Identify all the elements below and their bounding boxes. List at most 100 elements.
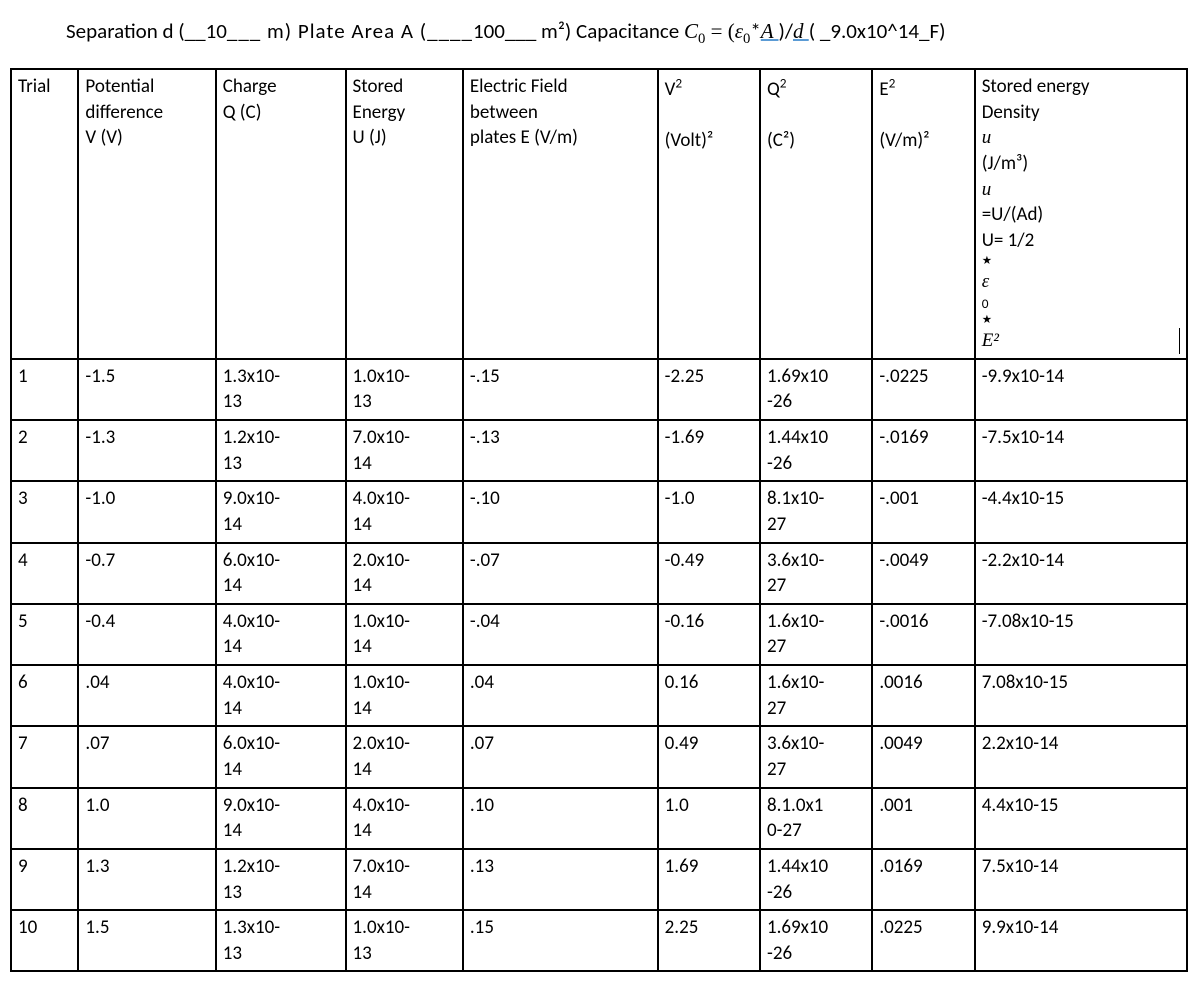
cell-e2: .001: [872, 788, 974, 849]
cell-e: -.07: [463, 543, 658, 604]
cell-v: -0.4: [78, 604, 215, 665]
col-u-l3: U (J): [353, 126, 387, 149]
col-efield: Electric Field between plates E (V/m): [463, 69, 658, 358]
table-row: 3-1.09.0x10-144.0x10-14-.10-1.08.1x10-27…: [11, 481, 1187, 542]
cell-v: -1.3: [78, 420, 215, 481]
cell-q: 4.0x10-14: [216, 604, 346, 665]
area-value: 100: [473, 18, 505, 44]
area-label-post: ___ m²) Capacitance: [505, 18, 684, 44]
cell-q2: 3.6x10-27: [760, 543, 872, 604]
cell-e: .13: [463, 849, 658, 910]
cell-dens: 9.9x10-14: [975, 910, 1187, 971]
cell-q2: 8.1.0x10-27: [760, 788, 872, 849]
cell-v2: -0.49: [658, 543, 760, 604]
separation-value: 10: [206, 18, 227, 44]
cell-v2: -0.16: [658, 604, 760, 665]
cell-e2: -.0169: [872, 420, 974, 481]
table-row: 4-0.76.0x10-142.0x10-14-.07-0.493.6x10-2…: [11, 543, 1187, 604]
cell-q: 1.2x10-13: [216, 849, 346, 910]
cell-u: 1.0x10-14: [346, 665, 463, 726]
cell-q2: 8.1x10-27: [760, 481, 872, 542]
cell-e2: -.001: [872, 481, 974, 542]
col-trial-label: Trial: [18, 75, 51, 98]
cell-trial: 9: [11, 849, 78, 910]
col-q-l1: Charge: [223, 75, 277, 98]
col-v-l1: Potential: [85, 75, 154, 98]
cell-q2: 1.69x10-26: [760, 910, 872, 971]
cell-dens: 7.08x10-15: [975, 665, 1187, 726]
cell-dens: -7.08x10-15: [975, 604, 1187, 665]
cell-u: 7.0x10-14: [346, 420, 463, 481]
cell-q2: 3.6x10-27: [760, 726, 872, 787]
cell-v: 1.3: [78, 849, 215, 910]
table-row: 81.09.0x10-144.0x10-14.101.08.1.0x10-27.…: [11, 788, 1187, 849]
col-v-squared: V2 (Volt)²: [658, 69, 760, 358]
cell-e2: .0016: [872, 665, 974, 726]
cell-q: 1.3x10-13: [216, 910, 346, 971]
cell-v2: 1.69: [658, 849, 760, 910]
cell-q2: 1.69x10-26: [760, 359, 872, 420]
cell-e: .07: [463, 726, 658, 787]
cell-v: 1.0: [78, 788, 215, 849]
cell-trial: 4: [11, 543, 78, 604]
cell-trial: 8: [11, 788, 78, 849]
col-q-l2: Q (C): [223, 101, 262, 124]
cell-trial: 2: [11, 420, 78, 481]
data-table: Trial Potential difference V (V) Charge …: [10, 68, 1188, 972]
cell-v: .07: [78, 726, 215, 787]
col-energy: Stored Energy U (J): [346, 69, 463, 358]
cell-e: -.10: [463, 481, 658, 542]
cell-u: 1.0x10-13: [346, 910, 463, 971]
col-dens-l1: Stored energy: [982, 74, 1180, 100]
col-dens-l2: Density u(J/m³): [982, 100, 1180, 177]
cell-e: .15: [463, 910, 658, 971]
cap-d: d: [793, 19, 809, 43]
cell-u: 4.0x10-14: [346, 481, 463, 542]
cell-v2: -1.0: [658, 481, 760, 542]
cell-trial: 5: [11, 604, 78, 665]
cell-dens: -2.2x10-14: [975, 543, 1187, 604]
col-e-l2: between: [470, 101, 538, 124]
col-v-l3: V (V): [85, 126, 122, 149]
cell-e2: .0169: [872, 849, 974, 910]
cell-e2: -.0016: [872, 604, 974, 665]
cell-e2: -.0225: [872, 359, 974, 420]
cell-dens: 4.4x10-15: [975, 788, 1187, 849]
col-q2-bot: (C²): [767, 129, 795, 152]
cell-v2: 0.16: [658, 665, 760, 726]
cell-e: .04: [463, 665, 658, 726]
col-energy-density: Stored energy Density u(J/m³) u=U/(Ad) U…: [975, 69, 1187, 358]
col-dens-l2b: (J/m³): [982, 151, 1180, 177]
epsilon-symbol: ε: [735, 19, 743, 43]
cell-e: -.15: [463, 359, 658, 420]
cap-close: _F): [919, 18, 945, 44]
cell-e2: -.0049: [872, 543, 974, 604]
cap-value: 9.0x10^14: [830, 18, 919, 44]
cell-v: -1.0: [78, 481, 215, 542]
capacitance-symbol: C: [684, 19, 698, 43]
col-e2-top: E2: [879, 78, 895, 101]
col-e-l3: plates E (V/m): [470, 126, 578, 149]
cell-q: 6.0x10-14: [216, 543, 346, 604]
cell-dens: 7.5x10-14: [975, 849, 1187, 910]
table-row: 7.076.0x10-142.0x10-14.070.493.6x10-27.0…: [11, 726, 1187, 787]
cell-q: 1.3x10-13: [216, 359, 346, 420]
table-row: 1-1.51.3x10-131.0x10-13-.15-2.251.69x10-…: [11, 359, 1187, 420]
cell-u: 2.0x10-14: [346, 543, 463, 604]
cell-trial: 1: [11, 359, 78, 420]
cell-v2: 0.49: [658, 726, 760, 787]
cell-u: 1.0x10-14: [346, 604, 463, 665]
parameters-line: Separation d (__10___ m) Plate Area A (_…: [66, 18, 1190, 48]
cap-eq: = (: [705, 19, 734, 43]
cap-A: A: [761, 19, 779, 43]
col-dens-l4: U= 1/2 ★ε0 ★E²: [982, 228, 1180, 354]
col-v2-bot: (Volt)²: [665, 129, 714, 152]
cell-trial: 6: [11, 665, 78, 726]
cell-e: .10: [463, 788, 658, 849]
cell-q: 1.2x10-13: [216, 420, 346, 481]
cell-v2: 2.25: [658, 910, 760, 971]
cell-q: 9.0x10-14: [216, 788, 346, 849]
cell-dens: 2.2x10-14: [975, 726, 1187, 787]
cell-u: 1.0x10-13: [346, 359, 463, 420]
cell-q: 9.0x10-14: [216, 481, 346, 542]
